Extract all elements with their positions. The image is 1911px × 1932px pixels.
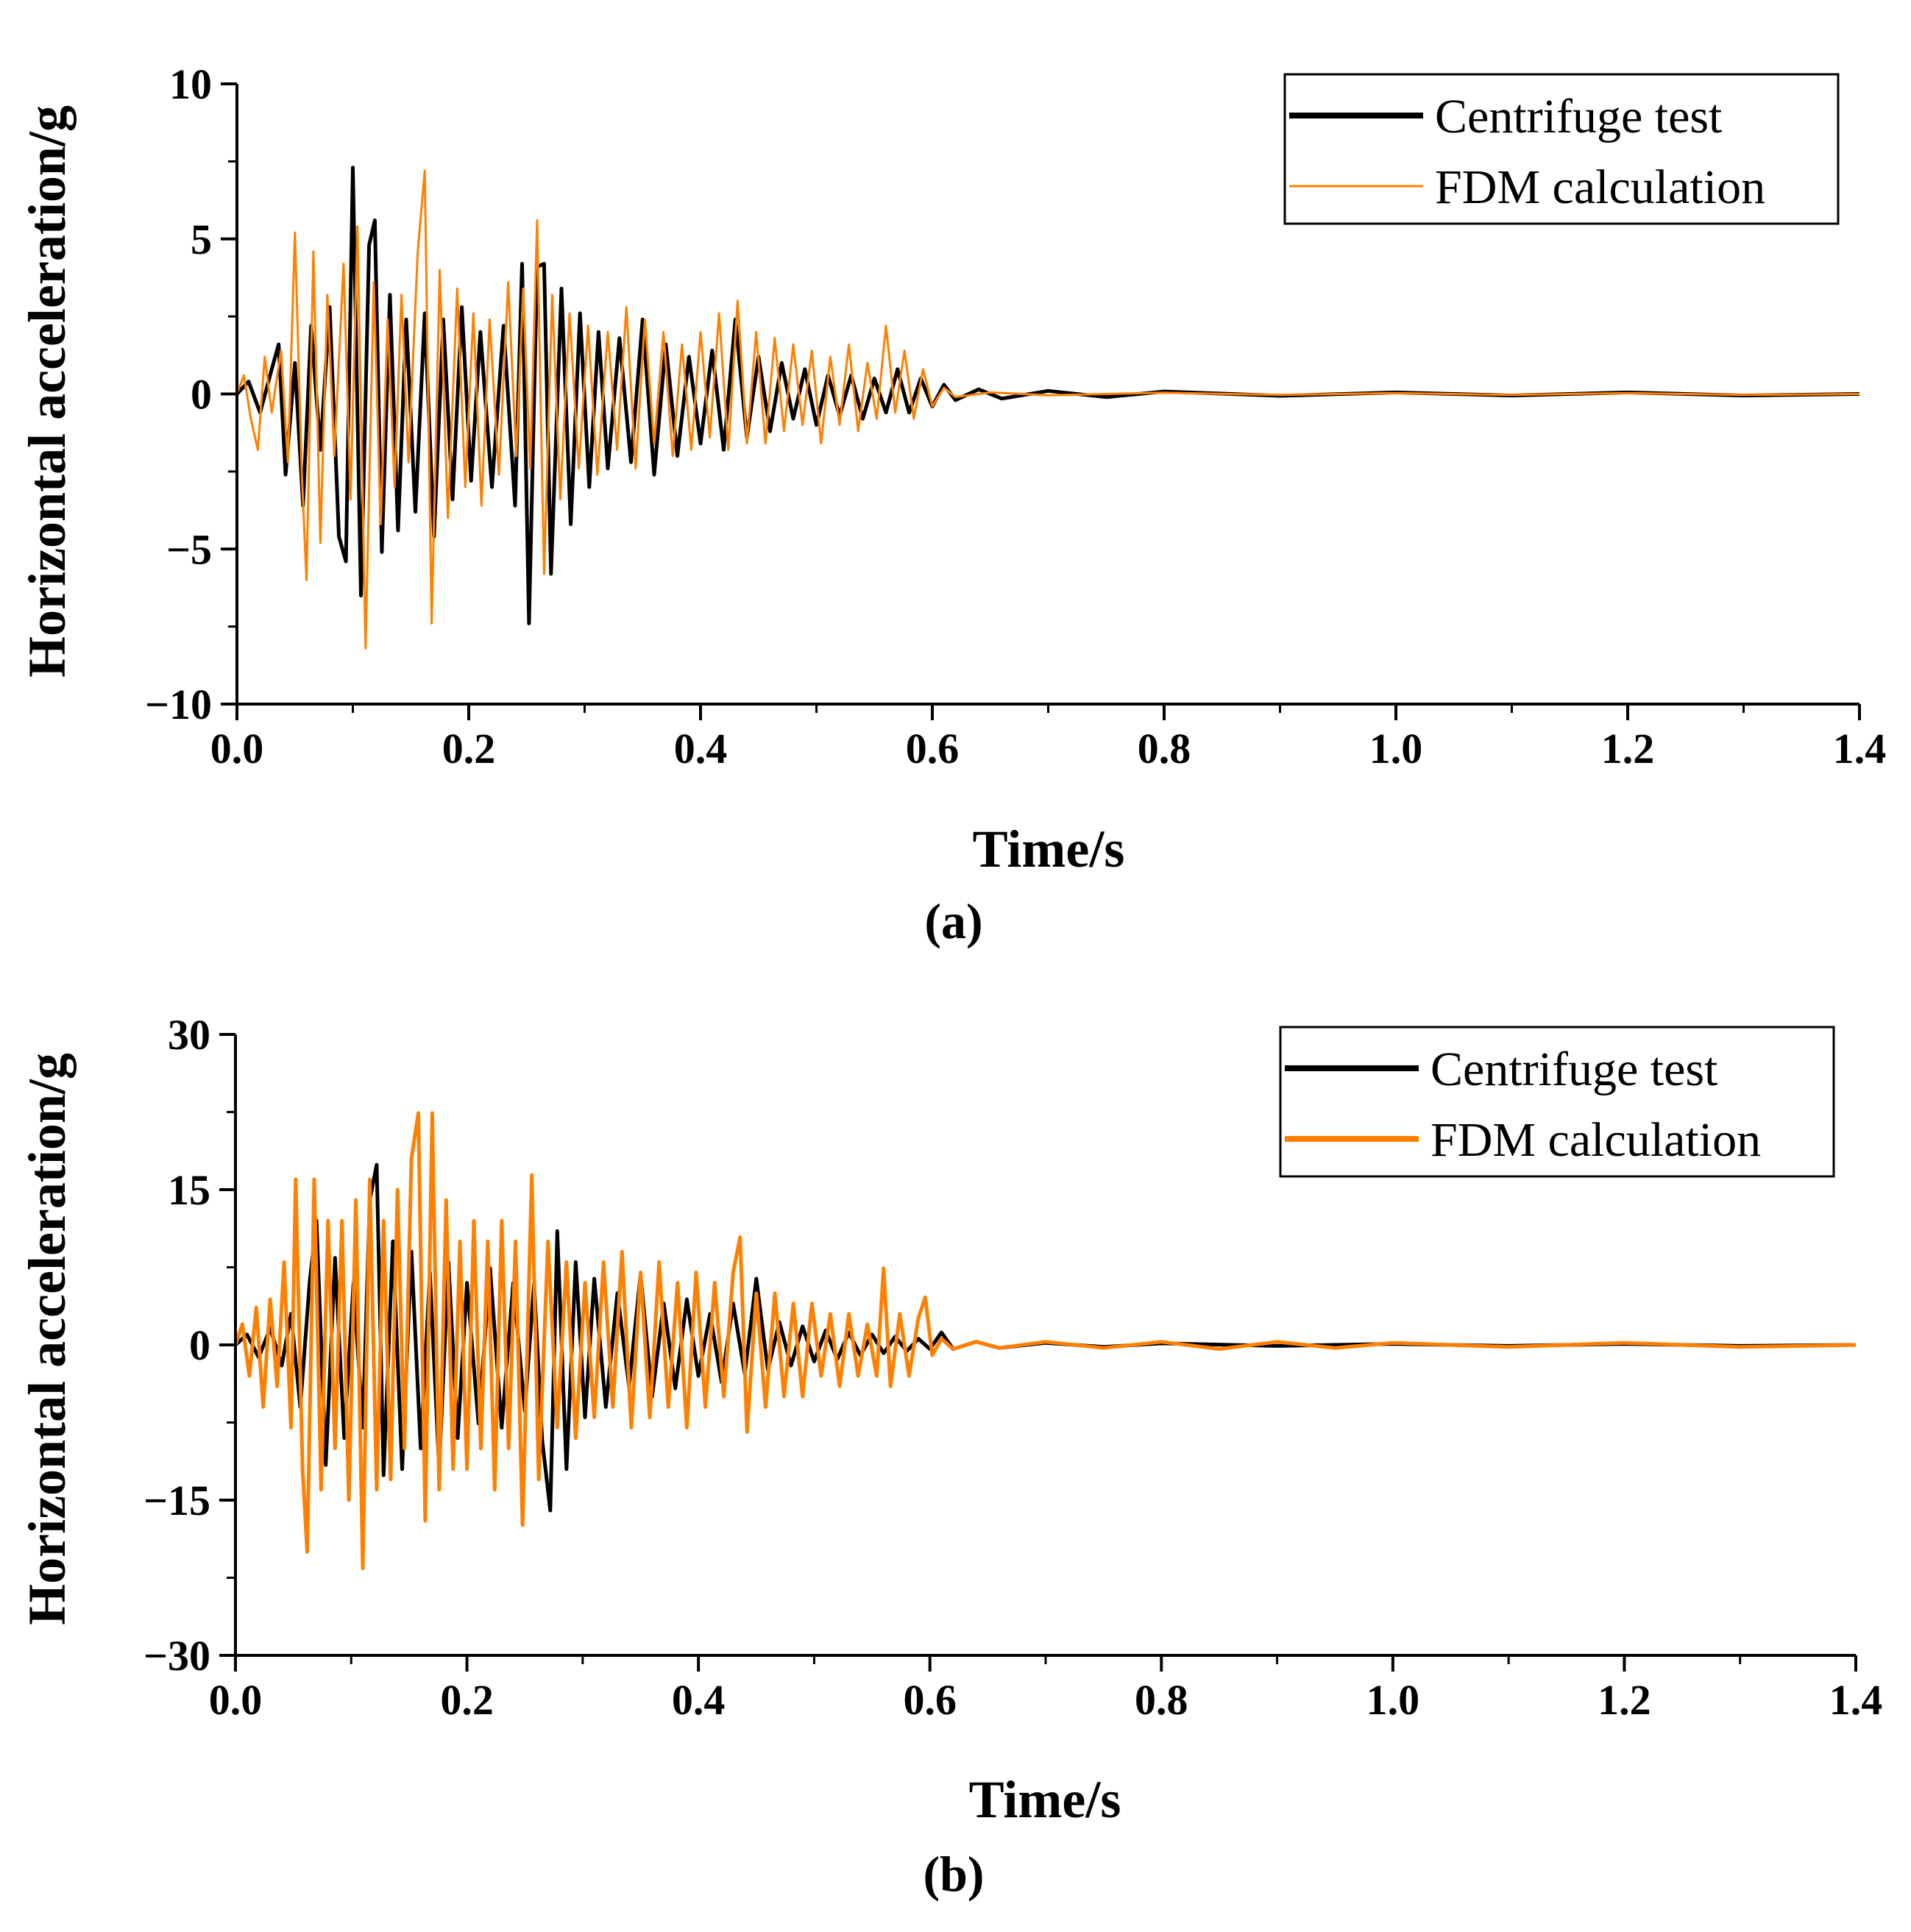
x-tick-label-b: 1.2 <box>1598 1676 1651 1724</box>
panel-a: 0.0 0.2 0.4 0.6 0.8 1.0 1.2 1.4 10 5 0 −5 −10 Horizo… <box>18 60 1886 949</box>
x-tick-label-b: 0.8 <box>1135 1676 1188 1724</box>
y-tick-label-b: −30 <box>143 1632 210 1680</box>
y-tick-label-b: 30 <box>168 1011 210 1059</box>
x-tick-label-b: 1.4 <box>1829 1676 1883 1724</box>
legend-b: Centrifuge test FDM calculation <box>1279 1026 1835 1178</box>
x-axis-title-b: Time/s <box>969 1770 1121 1829</box>
y-tick-label-b: 0 <box>189 1321 210 1369</box>
legend-label-test-b: Centrifuge test <box>1430 1043 1717 1096</box>
panel-label-a: (a) <box>924 893 982 949</box>
x-tick-label-b: 0.0 <box>209 1676 263 1724</box>
plot-area-b <box>233 1111 1857 1571</box>
y-axis-title-b: Horizontal acceleration/g <box>18 1053 77 1625</box>
legend-label-test-a: Centrifuge test <box>1435 90 1722 143</box>
ticks-a: 0.0 0.2 0.4 0.6 0.8 1.0 1.2 1.4 10 5 0 −5 −10 <box>145 60 1886 773</box>
x-tick-label-a: 1.4 <box>1833 725 1887 773</box>
legend-box-b <box>1279 1026 1835 1178</box>
x-tick-label-b: 1.0 <box>1366 1676 1420 1724</box>
y-tick-label-a: 0 <box>191 371 212 419</box>
legend-label-fdm-a: FDM calculation <box>1435 160 1765 214</box>
y-tick-label-a: 5 <box>191 216 212 263</box>
x-tick-label-b: 0.2 <box>440 1676 494 1724</box>
x-tick-label-a: 0.2 <box>442 725 496 773</box>
y-tick-label-b: −15 <box>143 1477 210 1524</box>
y-tick-label-b: 15 <box>168 1166 210 1214</box>
plot-area-a <box>235 166 1860 650</box>
x-tick-label-a: 0.6 <box>906 725 960 773</box>
y-tick-label-a: −5 <box>166 525 212 573</box>
x-tick-label-b: 0.4 <box>672 1676 726 1724</box>
legend-a: Centrifuge test FDM calculation <box>1283 73 1840 225</box>
x-tick-label-a: 0.4 <box>674 725 728 773</box>
ticks-b: 0.0 0.2 0.4 0.6 0.8 1.0 1.2 1.4 30 15 0 −15 −30 <box>143 1011 1882 1724</box>
y-tick-label-a: 10 <box>169 60 212 108</box>
series-fdm-calculation-line-b <box>233 1111 1857 1571</box>
panel-b: 0.0 0.2 0.4 0.6 0.8 1.0 1.2 1.4 30 15 0 −15 −30 Hori… <box>18 1011 1882 1902</box>
x-tick-label-a: 0.0 <box>210 725 264 773</box>
x-tick-label-a: 1.2 <box>1601 725 1655 773</box>
legend-label-fdm-b: FDM calculation <box>1430 1113 1761 1167</box>
x-tick-label-a: 1.0 <box>1369 725 1423 773</box>
x-tick-label-b: 0.6 <box>903 1676 957 1724</box>
legend-box-a <box>1283 73 1840 225</box>
series-fdm-calculation-line-a <box>235 169 1860 650</box>
x-axis-title-a: Time/s <box>973 820 1125 878</box>
x-tick-label-a: 0.8 <box>1138 725 1191 773</box>
y-tick-label-a: −10 <box>145 681 212 728</box>
y-axis-title-a: Horizontal acceleration/g <box>18 105 77 678</box>
panel-label-b: (b) <box>923 1846 984 1902</box>
